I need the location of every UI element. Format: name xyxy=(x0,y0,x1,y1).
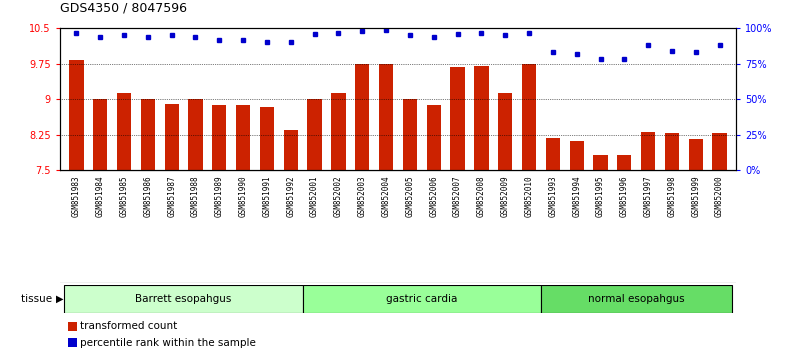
Text: tissue: tissue xyxy=(21,294,56,304)
Bar xyxy=(474,66,489,170)
Bar xyxy=(541,285,732,313)
Bar xyxy=(165,104,179,170)
Bar xyxy=(641,132,655,170)
Bar xyxy=(522,64,537,170)
Text: GSM851995: GSM851995 xyxy=(596,176,605,217)
Text: GSM851997: GSM851997 xyxy=(644,176,653,217)
Text: GSM851985: GSM851985 xyxy=(119,176,128,217)
Text: GSM852007: GSM852007 xyxy=(453,176,462,217)
Text: GSM851990: GSM851990 xyxy=(239,176,248,217)
Bar xyxy=(64,285,302,313)
Text: transformed count: transformed count xyxy=(80,321,178,331)
Text: GSM851984: GSM851984 xyxy=(96,176,105,217)
Bar xyxy=(689,139,703,170)
Bar xyxy=(213,105,227,170)
Bar xyxy=(302,285,541,313)
Bar xyxy=(546,138,560,170)
Text: GSM852010: GSM852010 xyxy=(525,176,533,217)
Bar xyxy=(451,67,465,170)
Text: GSM851996: GSM851996 xyxy=(620,176,629,217)
Text: percentile rank within the sample: percentile rank within the sample xyxy=(80,338,256,348)
Text: GSM852005: GSM852005 xyxy=(405,176,415,217)
Text: GSM852003: GSM852003 xyxy=(357,176,367,217)
Bar xyxy=(69,60,84,170)
Bar xyxy=(665,133,679,170)
Text: GSM851999: GSM851999 xyxy=(691,176,700,217)
Bar xyxy=(307,99,322,170)
Text: GSM851992: GSM851992 xyxy=(287,176,295,217)
Text: GSM852008: GSM852008 xyxy=(477,176,486,217)
Text: Barrett esopahgus: Barrett esopahgus xyxy=(135,294,232,304)
Bar xyxy=(617,155,631,170)
Bar xyxy=(283,130,298,170)
Text: GSM851991: GSM851991 xyxy=(263,176,271,217)
Text: GSM851986: GSM851986 xyxy=(143,176,152,217)
Text: GSM851998: GSM851998 xyxy=(668,176,677,217)
Bar xyxy=(93,99,107,170)
Bar xyxy=(189,99,203,170)
Text: GSM851989: GSM851989 xyxy=(215,176,224,217)
Text: GSM851988: GSM851988 xyxy=(191,176,200,217)
Bar xyxy=(498,93,513,170)
Text: normal esopahgus: normal esopahgus xyxy=(588,294,685,304)
Text: GSM852002: GSM852002 xyxy=(334,176,343,217)
Text: GSM851994: GSM851994 xyxy=(572,176,581,217)
Bar xyxy=(355,64,369,170)
Bar xyxy=(236,105,250,170)
Bar xyxy=(427,105,441,170)
Bar xyxy=(331,93,345,170)
Text: GDS4350 / 8047596: GDS4350 / 8047596 xyxy=(60,1,187,14)
Bar xyxy=(117,93,131,170)
Bar xyxy=(569,141,583,170)
Text: GSM851993: GSM851993 xyxy=(548,176,557,217)
Text: GSM851987: GSM851987 xyxy=(167,176,176,217)
Bar xyxy=(593,155,607,170)
Bar xyxy=(379,64,393,170)
Text: GSM852006: GSM852006 xyxy=(429,176,439,217)
Text: GSM852001: GSM852001 xyxy=(310,176,319,217)
Text: GSM852004: GSM852004 xyxy=(381,176,391,217)
Text: GSM852009: GSM852009 xyxy=(501,176,509,217)
Bar xyxy=(259,107,274,170)
Text: gastric cardia: gastric cardia xyxy=(386,294,458,304)
Bar xyxy=(403,99,417,170)
Text: GSM852000: GSM852000 xyxy=(715,176,724,217)
Text: ▶: ▶ xyxy=(56,294,63,304)
Bar xyxy=(712,133,727,170)
Bar xyxy=(141,99,155,170)
Text: GSM851983: GSM851983 xyxy=(72,176,81,217)
